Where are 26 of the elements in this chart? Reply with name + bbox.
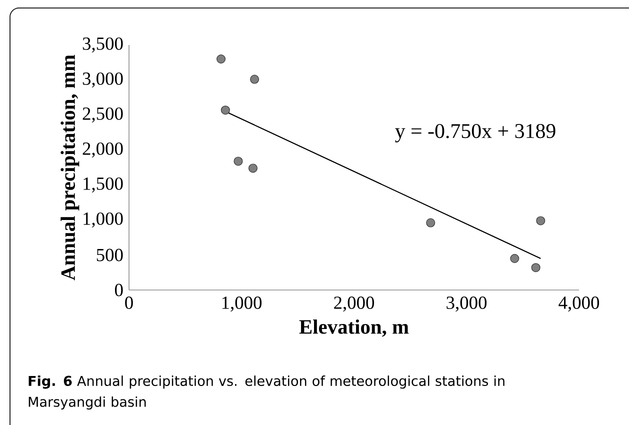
y-tick-label: 2,500 <box>82 107 123 123</box>
x-axis-title: Elevation, m <box>299 319 409 337</box>
text: Fig. 6 Annual precipitation vs. elevation of meteorological stations in Marsyangdi basin <box>28 376 504 410</box>
x-tick-label: 1,000 <box>222 296 262 312</box>
y-tick-label: 0 <box>114 284 123 296</box>
annotation: y = -0.750x + 3189 <box>395 124 556 142</box>
y-tick-label: 3,500 <box>82 37 123 53</box>
point <box>216 54 226 64</box>
y-axis-title: Annual precipitation, mm <box>60 54 80 280</box>
x-tick-label: 2,000 <box>334 296 374 312</box>
x-tick-label: 4,000 <box>558 296 600 312</box>
y-tick-label: 1,000 <box>84 212 123 228</box>
y-tick-label: 1,500 <box>84 177 123 193</box>
point <box>250 74 260 84</box>
point <box>510 254 520 263</box>
point <box>426 218 436 228</box>
y-tick-label: 3,000 <box>82 72 123 88</box>
x-tick-label: 3,000 <box>446 296 487 312</box>
point <box>536 216 546 226</box>
y-tick-label: 500 <box>96 248 123 262</box>
x-tick-label: 0 <box>125 296 133 309</box>
point <box>234 156 243 166</box>
point <box>220 106 230 115</box>
y-tick-label: 2,000 <box>82 142 123 158</box>
point <box>531 263 540 272</box>
point <box>248 164 258 173</box>
